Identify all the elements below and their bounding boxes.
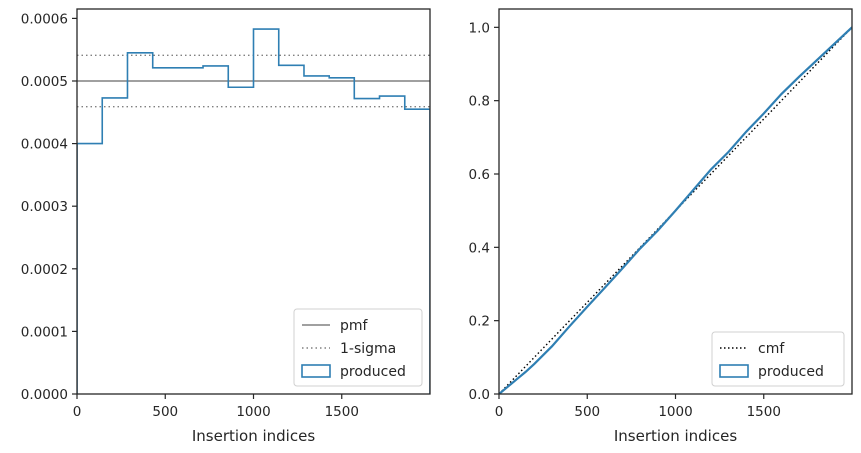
legend-swatch-produced [719,364,749,378]
y-tick-label: 0.2 [469,314,490,330]
x-tick-label: 500 [152,404,178,420]
legend: cmf produced [711,331,845,387]
chart-panel-right: 0 500 1000 1500 0.0 0.2 0.4 0.6 0.8 1.0 Insertion … [469,8,853,445]
produced-histogram [77,28,430,394]
plot-area [499,26,852,394]
legend-label-cmf: cmf [758,341,785,357]
y-tick-label: 0.8 [469,94,490,110]
y-tick-label: 1.0 [469,20,490,36]
y-tick-label: 0.0004 [21,137,68,153]
x-tick-label: 0 [495,404,504,420]
legend-swatch-produced [301,364,331,378]
y-tick-label: 0.0003 [21,199,68,215]
legend-label-pmf: pmf [340,318,369,334]
x-axis-label: Insertion indices [192,427,315,445]
y-tick-label: 0.0006 [21,11,68,27]
y-tick-label: 0.0001 [21,324,68,340]
x-tick-label: 1000 [658,404,692,420]
y-tick-label: 0.0 [469,387,490,403]
y-tick-label: 0.0005 [21,74,68,90]
legend-box [293,308,423,387]
legend-label-produced: produced [758,364,824,380]
x-tick-label: 1500 [747,404,781,420]
x-tick-label: 500 [574,404,600,420]
plot-area [77,28,430,394]
x-axis-label: Insertion indices [614,427,737,445]
x-tick-label: 1000 [236,404,270,420]
y-tick-label: 0.6 [469,167,490,183]
chart-panel-left: 0 500 1000 1500 0.0000 0.0001 0.0002 0.0003 0.00… [21,8,431,445]
x-tick-label: 0 [73,404,82,420]
produced-cdf-line [499,26,852,394]
x-tick-label: 1500 [325,404,359,420]
y-tick-label: 0.0000 [21,387,68,403]
legend-label-1-sigma: 1-sigma [340,341,396,357]
y-tick-label: 0.4 [469,240,490,256]
cmf-line [499,26,852,394]
y-tick-label: 0.0002 [21,262,68,278]
legend: pmf 1-sigma produced [293,308,423,387]
legend-box [711,331,845,387]
legend-label-produced: produced [340,364,406,380]
